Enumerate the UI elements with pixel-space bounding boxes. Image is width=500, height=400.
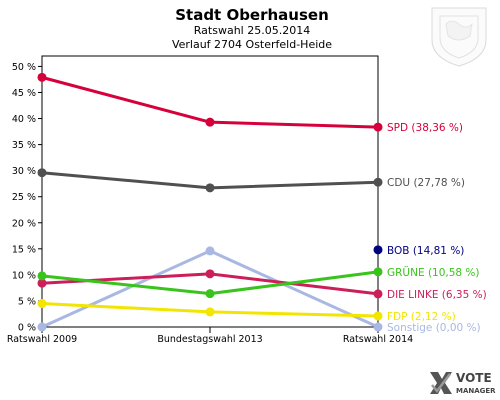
series-bob <box>373 245 383 255</box>
series-fdp <box>37 299 383 321</box>
data-point-fdp <box>205 307 215 317</box>
series-die-linke <box>37 269 383 299</box>
y-tick-label: 20 % <box>12 218 36 229</box>
data-point-fdp <box>373 311 383 321</box>
logo-word-vote: VOTE <box>456 371 492 385</box>
data-point-bob <box>373 245 383 255</box>
data-point-spd <box>37 72 47 82</box>
coat-of-arms-icon <box>431 7 487 67</box>
y-tick-label: 45 % <box>12 88 36 99</box>
data-point-cdu <box>373 177 383 187</box>
x-axis: Ratswahl 2009 Bundestagswahl 2013 Ratswahl… <box>7 327 413 345</box>
y-tick-label: 50 % <box>12 62 36 73</box>
y-axis: 0 % 5 % 10 % 15 % 20 % 25 % 30 % 35 % 40 % 45 % 50… <box>12 62 42 334</box>
check-x-icon <box>428 370 454 396</box>
data-point-gr-ne <box>37 271 47 281</box>
series-sonstige <box>37 246 383 332</box>
y-tick-label: 40 % <box>12 114 36 125</box>
series-label-die-linke: DIE LINKE (6,35 %) <box>387 289 487 301</box>
series-label-cdu: CDU (27,78 %) <box>387 177 465 189</box>
data-point-gr-ne <box>205 289 215 299</box>
y-tick-label: 5 % <box>18 296 36 307</box>
x-tick-label: Ratswahl 2009 <box>7 334 77 345</box>
y-tick-label: 10 % <box>12 270 36 281</box>
chart-subtitle-district: Verlauf 2704 Osterfeld-Heide <box>172 38 332 51</box>
chart-title: Stadt Oberhausen <box>175 6 329 24</box>
data-point-sonstige <box>205 246 215 256</box>
data-point-cdu <box>37 168 47 178</box>
series-spd <box>37 72 383 132</box>
y-tick-label: 35 % <box>12 140 36 151</box>
series-label-fdp: FDP (2,12 %) <box>387 311 456 323</box>
series-gr-ne <box>37 267 383 299</box>
data-point-die-linke <box>37 278 47 288</box>
data-point-cdu <box>205 183 215 193</box>
data-point-sonstige <box>37 322 47 332</box>
y-tick-label: 0 % <box>18 323 36 334</box>
series-label-bob: BOB (14,81 %) <box>387 245 464 257</box>
data-point-die-linke <box>205 269 215 279</box>
vote-manager-logo: VOTE MANAGER <box>428 370 496 396</box>
x-tick-label: Ratswahl 2014 <box>343 334 413 345</box>
data-point-gr-ne <box>373 267 383 277</box>
data-point-spd <box>205 117 215 127</box>
data-point-spd <box>373 122 383 132</box>
series-label-sonstige: Sonstige (0,00 %) <box>387 322 481 334</box>
series-label-gr-ne: GRÜNE (10,58 %) <box>387 266 480 279</box>
chart-subtitle-election: Ratswahl 25.05.2014 <box>194 24 310 37</box>
series-group <box>37 72 383 332</box>
data-point-sonstige <box>373 322 383 332</box>
y-tick-label: 30 % <box>12 166 36 177</box>
logo-word-manager: MANAGER <box>456 387 496 395</box>
series-cdu <box>37 168 383 193</box>
x-tick-label: Bundestagswahl 2013 <box>157 334 262 345</box>
series-labels: SPD (38,36 %) CDU (27,78 %) BOB (14,81 %) G… <box>387 122 487 334</box>
data-point-fdp <box>37 299 47 309</box>
y-tick-label: 15 % <box>12 244 36 255</box>
y-tick-label: 25 % <box>12 192 36 203</box>
data-point-die-linke <box>373 289 383 299</box>
series-label-spd: SPD (38,36 %) <box>387 122 463 134</box>
